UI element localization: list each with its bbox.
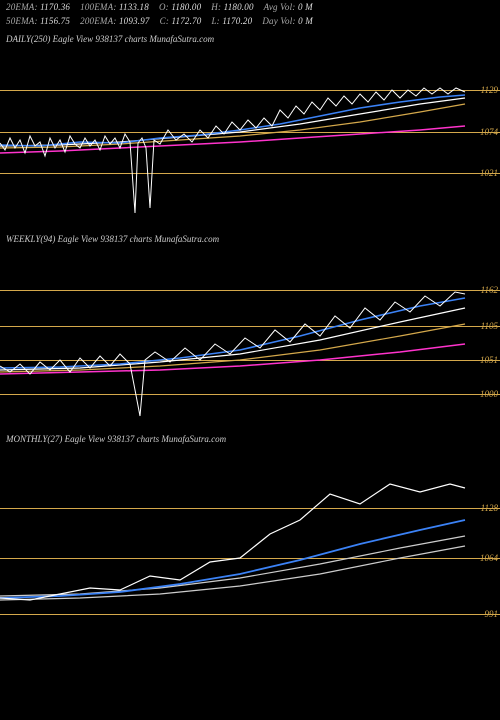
chart-panel-2: 11281064991 [0,448,500,648]
header-label: 50EMA: [6,16,40,26]
header-value: 1156.75 [40,16,70,26]
panel-title-1: WEEKLY(94) Eagle View 938137 charts Muna… [0,228,500,248]
header-label: Avg Vol: [264,2,298,12]
series-ema200 [0,344,465,374]
header-value: 0 M [298,2,313,12]
header-label: 200EMA: [80,16,119,26]
header-value: 0 M [298,16,313,26]
header-value: 1170.36 [40,2,70,12]
header-value: 1180.00 [224,2,254,12]
series-price [0,484,465,600]
chart-svg-2 [0,448,500,648]
series-ema200 [0,126,465,153]
header-value: 1133.18 [119,2,149,12]
header-label: C: [160,16,172,26]
header-label: Day Vol: [262,16,298,26]
header-value: 1170.20 [222,16,252,26]
series-ema100 [0,104,465,148]
header-label: H: [211,2,223,12]
chart-panel-1: 1162110510511000 [0,248,500,428]
header-row-2: 50EMA: 1156.75 200EMA: 1093.97 C: 1172.70 L… [0,14,500,28]
header-value: 1180.00 [171,2,201,12]
header-label: L: [211,16,222,26]
header-row-1: 20EMA: 1170.36100EMA: 1133.18O: 1180.00H… [0,0,500,14]
header-label: 100EMA: [80,2,119,12]
series-price [0,292,465,416]
header-value: 1093.97 [119,16,150,26]
header-value: 1172.70 [171,16,201,26]
chart-panel-0: 112910741021 [0,48,500,228]
chart-svg-1 [0,248,500,428]
panel-title-0: DAILY(250) Eagle View 938137 charts Muna… [0,28,500,48]
chart-svg-0 [0,48,500,228]
header-label: O: [159,2,171,12]
panel-title-2: MONTHLY(27) Eagle View 938137 charts Mun… [0,428,500,448]
header-label: 20EMA: [6,2,40,12]
series-ema20 [0,298,465,368]
series-ema100 [0,324,465,372]
